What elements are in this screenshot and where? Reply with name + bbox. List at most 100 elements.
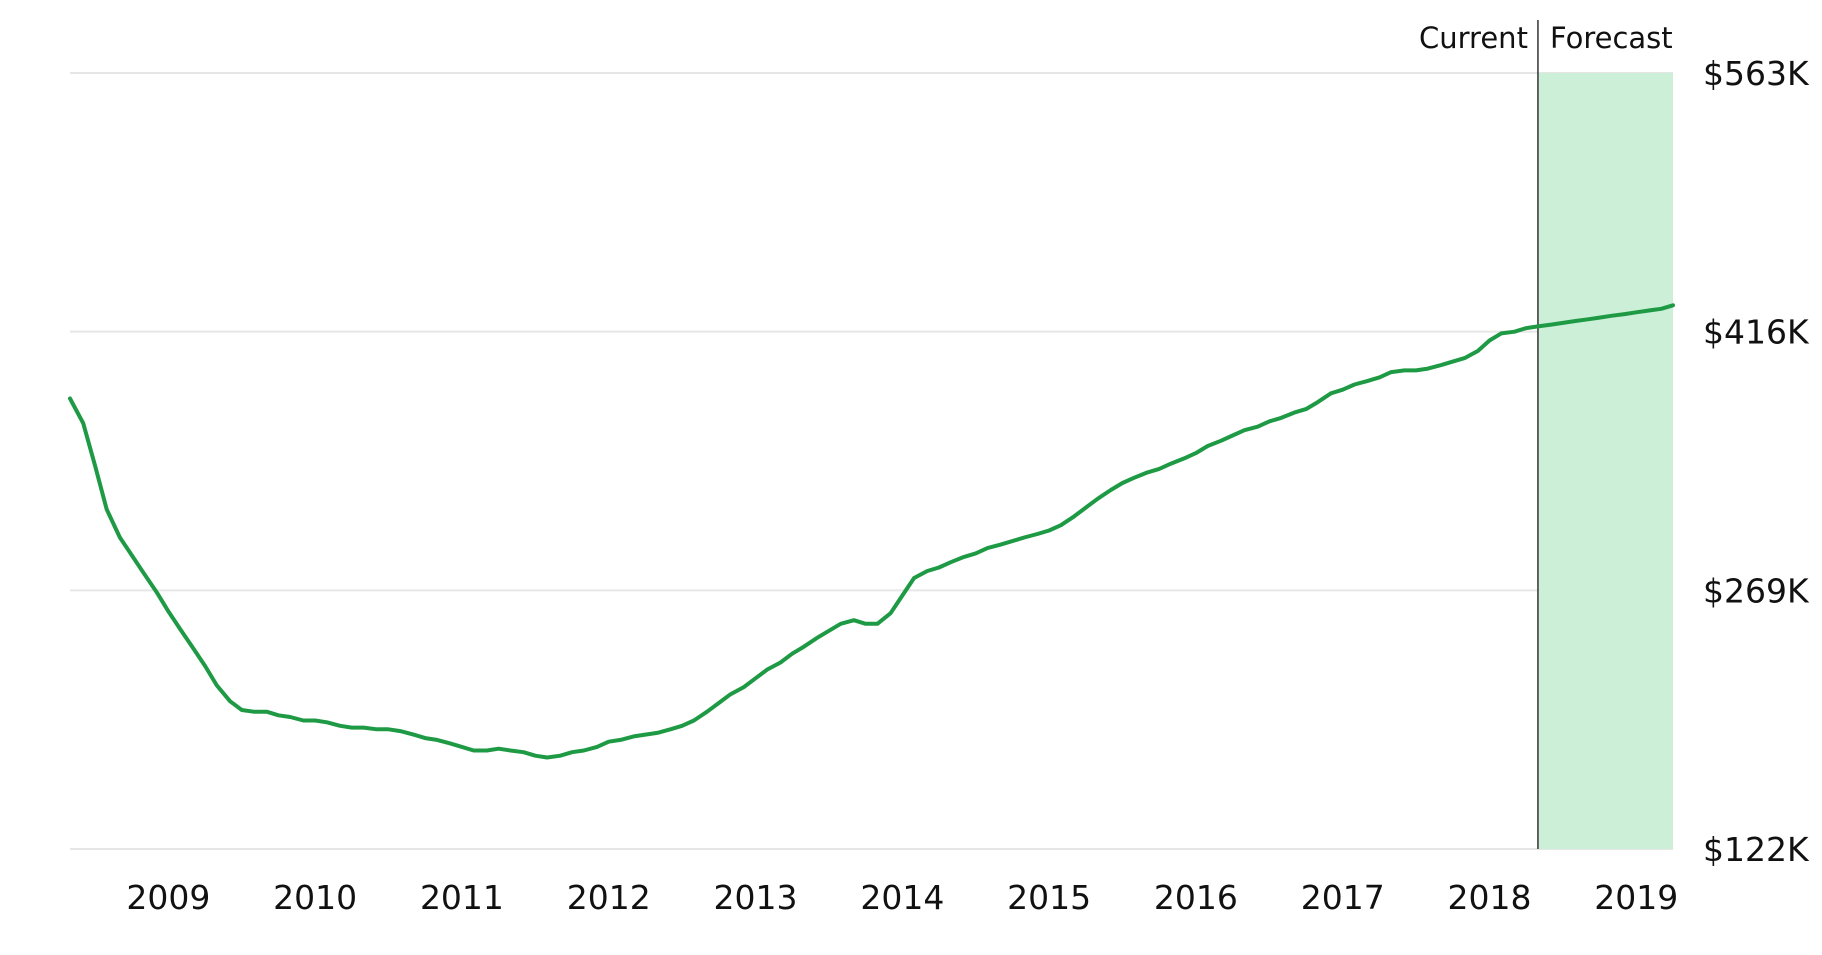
data-point (130, 553, 134, 557)
data-point (1463, 356, 1467, 360)
data-point (729, 692, 733, 696)
data-point (485, 749, 489, 753)
data-point (1524, 326, 1528, 330)
data-point (118, 536, 122, 540)
data-point (1402, 368, 1406, 372)
data-point (1132, 476, 1136, 480)
data-point (1256, 425, 1260, 429)
data-point (815, 636, 819, 640)
data-point (375, 727, 379, 731)
x-tick-label: 2018 (1448, 878, 1532, 917)
data-point (1536, 324, 1540, 328)
x-tick-label: 2015 (1007, 878, 1091, 917)
data-point (545, 756, 549, 760)
data-point (435, 738, 439, 742)
data-point (1488, 339, 1492, 343)
data-point (705, 710, 709, 714)
data-point (301, 719, 305, 723)
data-point (1561, 321, 1565, 325)
data-point (522, 750, 526, 754)
data-point (412, 733, 416, 737)
data-point (986, 546, 990, 550)
data-point (1476, 349, 1480, 353)
data-point (1146, 470, 1150, 474)
data-point (1010, 539, 1014, 543)
data-point (962, 555, 966, 559)
data-point (1022, 536, 1026, 540)
data-point (313, 719, 317, 723)
gridlines (70, 72, 1673, 850)
data-point (1182, 456, 1186, 460)
x-tick-label: 2016 (1154, 878, 1238, 917)
data-point (1659, 307, 1663, 311)
data-point (497, 747, 501, 751)
data-point (1623, 312, 1627, 316)
data-point (1499, 331, 1503, 335)
data-point (1573, 319, 1577, 323)
data-point (692, 719, 696, 723)
data-point (141, 571, 145, 575)
data-point (1549, 323, 1553, 327)
data-point (1035, 532, 1039, 536)
data-point (1366, 379, 1370, 383)
data-point (1341, 388, 1345, 392)
data-point (423, 736, 427, 740)
data-point (754, 676, 758, 680)
data-point (265, 710, 269, 714)
data-point (252, 710, 256, 714)
forecast-region-label: Forecast (1550, 21, 1673, 55)
data-point (1059, 523, 1063, 527)
data-point (178, 627, 182, 631)
data-point (1586, 317, 1590, 321)
series-points (68, 303, 1675, 759)
data-point (570, 750, 574, 754)
data-point (900, 594, 904, 598)
data-point (839, 622, 843, 626)
data-point (643, 733, 647, 737)
data-point (827, 629, 831, 633)
data-point (1084, 506, 1088, 510)
data-point (68, 397, 72, 401)
data-point (1634, 310, 1638, 314)
data-point (288, 715, 292, 719)
data-point (1451, 360, 1455, 364)
data-point (912, 576, 916, 580)
data-point (655, 731, 659, 735)
data-point (508, 749, 512, 753)
data-point (1194, 451, 1198, 455)
data-point (338, 724, 342, 728)
series-line-home-value (68, 303, 1675, 760)
current-region-label: Current (1419, 21, 1528, 55)
data-point (680, 724, 684, 728)
data-point (875, 622, 879, 626)
data-point (1242, 428, 1246, 432)
data-point (742, 685, 746, 689)
data-point (1096, 497, 1100, 501)
data-point (1169, 462, 1173, 466)
data-point (228, 699, 232, 703)
data-point (1426, 367, 1430, 371)
data-point (1671, 303, 1675, 307)
data-point (1304, 407, 1308, 411)
data-point (387, 727, 391, 731)
x-tick-label: 2011 (420, 878, 504, 917)
data-point (632, 734, 636, 738)
data-point (595, 745, 599, 749)
data-point (717, 701, 721, 705)
data-point (779, 661, 783, 665)
data-point (325, 720, 329, 724)
data-point (1292, 411, 1296, 415)
data-point (93, 463, 97, 467)
y-tick-label: $122K (1703, 830, 1810, 869)
y-tick-label: $416K (1703, 313, 1810, 352)
data-point (802, 645, 806, 649)
data-point (448, 741, 452, 745)
x-tick-label: 2009 (126, 878, 210, 917)
x-tick-label: 2014 (860, 878, 944, 917)
data-point (1157, 467, 1161, 471)
data-point (925, 569, 929, 573)
data-point (864, 622, 868, 626)
data-point (558, 754, 562, 758)
data-point (1316, 400, 1320, 404)
data-point (1121, 481, 1125, 485)
